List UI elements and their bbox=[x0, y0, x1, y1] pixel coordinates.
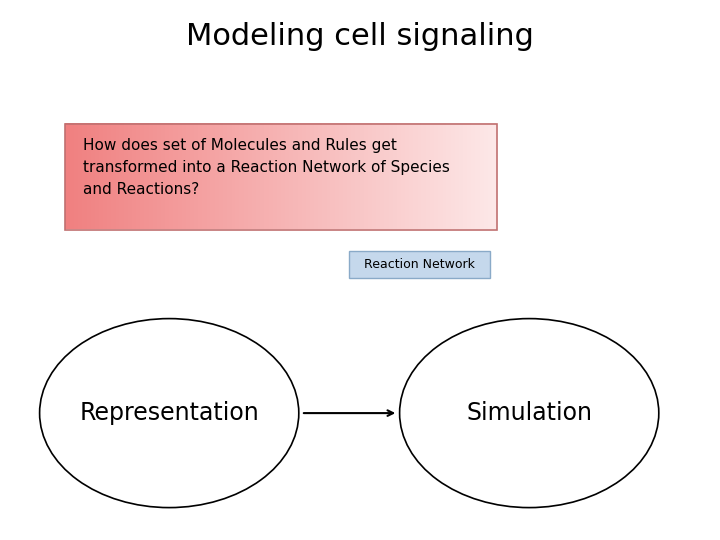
Ellipse shape bbox=[400, 319, 659, 508]
Text: Simulation: Simulation bbox=[467, 401, 593, 425]
Text: How does set of Molecules and Rules get
transformed into a Reaction Network of S: How does set of Molecules and Rules get … bbox=[83, 138, 450, 197]
Ellipse shape bbox=[40, 319, 299, 508]
Text: Reaction Network: Reaction Network bbox=[364, 258, 474, 271]
FancyBboxPatch shape bbox=[349, 251, 490, 278]
Text: Modeling cell signaling: Modeling cell signaling bbox=[186, 22, 534, 51]
Text: Representation: Representation bbox=[79, 401, 259, 425]
